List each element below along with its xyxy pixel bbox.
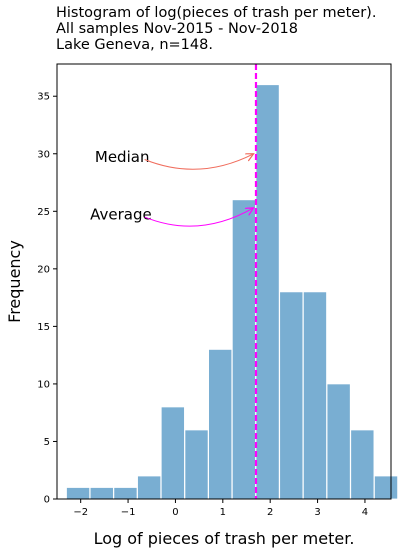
x-tick-label: −2 (73, 507, 88, 518)
histogram-bar (374, 475, 399, 500)
y-axis-label: Frequency (5, 240, 24, 323)
histogram-bar (302, 291, 327, 500)
histogram-bar (255, 84, 280, 500)
y-tick-label: 0 (44, 495, 50, 506)
y-tick-label: 35 (37, 92, 50, 103)
histogram-bar (137, 475, 162, 500)
annotation-label: Median (95, 148, 150, 166)
histogram-bar (279, 291, 304, 500)
y-tick-label: 25 (37, 207, 50, 218)
histogram-bar (160, 406, 185, 500)
y-tick-label: 30 (37, 149, 50, 160)
chart-title-line-1: Histogram of log(pieces of trash per met… (56, 5, 377, 21)
x-axis-label: Log of pieces of trash per meter. (94, 529, 355, 548)
y-tick-label: 15 (37, 322, 50, 333)
x-tick-label: 1 (220, 507, 226, 518)
x-tick-label: 3 (314, 507, 320, 518)
annotation-arrow (144, 208, 254, 227)
x-tick-label: 4 (362, 507, 368, 518)
histogram-bar (89, 487, 114, 500)
chart-title-line-3: Lake Geneva, n=148. (56, 37, 213, 53)
plot-area-frame (56, 63, 392, 500)
histogram-bar (113, 487, 138, 500)
histogram-bar (350, 429, 375, 500)
annotation-label: Average (90, 205, 152, 223)
chart-title-line-2: All samples Nov-2015 - Nov-2018 (56, 21, 299, 37)
histogram-bar (208, 348, 233, 500)
y-tick-label: 20 (37, 264, 50, 275)
histogram-bar (231, 199, 256, 500)
histogram-bar (184, 429, 209, 500)
histogram-bar (326, 383, 351, 500)
histogram-bar (66, 487, 91, 500)
y-tick-label: 10 (37, 379, 50, 390)
y-tick-label: 5 (44, 437, 50, 448)
x-tick-label: 0 (172, 507, 178, 518)
x-tick-label: 2 (267, 507, 273, 518)
x-tick-label: −1 (121, 507, 136, 518)
annotation-arrow (144, 154, 254, 170)
